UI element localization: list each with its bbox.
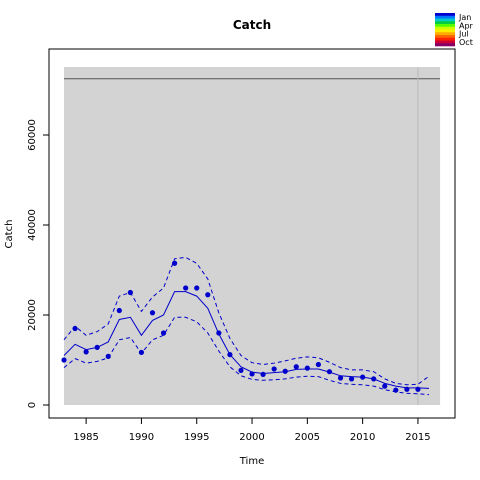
observed-point <box>293 364 299 370</box>
observed-point <box>371 376 377 382</box>
observed-point <box>404 386 410 392</box>
observed-point <box>271 366 277 372</box>
y-axis-label: Catch <box>4 220 15 249</box>
x-tick-label: 2000 <box>239 432 264 443</box>
observed-point <box>138 349 145 355</box>
x-tick-label: 1990 <box>129 432 154 443</box>
observed-point <box>216 330 222 336</box>
observed-point <box>61 357 67 363</box>
observed-point <box>227 352 233 358</box>
y-tick-label: 40000 <box>27 209 38 241</box>
observed-point <box>382 383 388 389</box>
legend-color-swatch <box>435 13 455 17</box>
x-tick-label: 1995 <box>184 432 209 443</box>
x-tick-label: 2010 <box>350 432 375 443</box>
observed-point <box>172 260 178 266</box>
observed-point <box>238 367 244 373</box>
observed-point <box>337 375 344 381</box>
legend-entry-label: Jan <box>458 13 471 22</box>
legend-color-swatch <box>435 18 455 22</box>
observed-point <box>304 365 310 371</box>
observed-point <box>105 353 111 359</box>
legend-color-swatch <box>435 24 455 28</box>
observed-point <box>72 325 78 332</box>
legend-color-swatch <box>435 21 455 25</box>
fitted-line <box>63 291 430 389</box>
x-tick-label: 2005 <box>295 432 320 443</box>
observed-point <box>160 330 167 336</box>
x-tick-label: 1985 <box>73 432 98 443</box>
legend-color-swatch <box>435 43 455 47</box>
y-tick-label: 0 <box>27 402 38 408</box>
observed-point <box>249 371 255 377</box>
legend-color-swatch <box>435 40 455 44</box>
observed-point <box>94 344 100 350</box>
legend-color-swatch <box>435 37 455 41</box>
legend-color-swatch <box>435 26 455 30</box>
observed-point <box>194 285 200 291</box>
y-tick-label: 20000 <box>27 299 38 331</box>
observed-point <box>127 289 133 296</box>
observed-point <box>83 349 89 355</box>
legend-entry-label: Oct <box>459 38 473 47</box>
lower-bound-line <box>63 316 430 396</box>
upper-bound-line <box>63 256 430 386</box>
legend-color-swatch <box>435 35 455 39</box>
x-axis-label: Time <box>239 456 264 467</box>
observed-point <box>149 310 156 316</box>
observed-point <box>415 386 421 392</box>
observed-point <box>183 285 189 291</box>
observed-point <box>116 307 122 314</box>
observed-point <box>260 371 266 377</box>
observed-point <box>205 292 211 298</box>
legend-entry-label: Apr <box>459 21 474 30</box>
observed-point <box>348 376 355 382</box>
chart-title: Catch <box>233 18 271 32</box>
observed-point <box>282 368 288 374</box>
observed-point <box>315 361 321 368</box>
plot-panel <box>64 67 441 405</box>
x-tick-label: 2015 <box>405 432 430 443</box>
observed-point <box>393 387 399 393</box>
legend-color-swatch <box>435 32 455 36</box>
legend-color-swatch <box>435 15 455 19</box>
observed-point <box>360 374 366 380</box>
y-tick-label: 60000 <box>27 119 38 151</box>
legend-entry-label: Jul <box>458 30 469 39</box>
observed-point <box>326 369 333 375</box>
legend-color-swatch <box>435 29 455 33</box>
